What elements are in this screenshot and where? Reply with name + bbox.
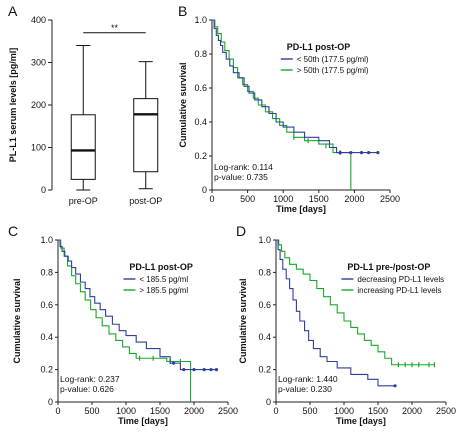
legend-label: < 50th (177.5 pg/ml) bbox=[297, 55, 369, 64]
y-tick-label: 0.2 bbox=[258, 365, 271, 375]
y-tick-label: 0 bbox=[48, 397, 53, 407]
x-tick-label: 500 bbox=[302, 406, 317, 416]
survival-curve-group-1 bbox=[276, 239, 395, 387]
x-tick-label: 2500 bbox=[218, 406, 238, 416]
box-iqr bbox=[133, 98, 159, 173]
x-tick-label: 2500 bbox=[436, 406, 456, 416]
legend-label: > 185.5 pg/ml bbox=[139, 286, 188, 295]
x-tick-label: 1500 bbox=[150, 406, 170, 416]
y-tick-label: 0.6 bbox=[258, 300, 271, 310]
x-tick-label: 0 bbox=[209, 194, 214, 204]
x-axis-title: Time [days] bbox=[118, 416, 168, 426]
x-tick-label: 500 bbox=[84, 406, 99, 416]
legend-title: PD-L1 post-OP bbox=[287, 42, 351, 52]
survival-curve-group-1 bbox=[212, 19, 378, 154]
survival-curve-group-2 bbox=[58, 239, 192, 402]
censor-mark bbox=[393, 384, 397, 388]
y-tick-label: 200 bbox=[31, 100, 46, 110]
censor-mark bbox=[367, 151, 371, 155]
panel-d: D 0 0.2 0.4 0.6 0.8 1.0 0 500 1000 1500 2000 2500 Tim… bbox=[236, 223, 456, 426]
y-tick-label: 1.0 bbox=[40, 235, 53, 245]
survival-curve-group-1 bbox=[58, 239, 217, 371]
y-tick-label: 0.6 bbox=[40, 300, 53, 310]
x-category-label: pre-OP bbox=[69, 196, 98, 206]
panel-c: C 0 0.2 0.4 0.6 0.8 1.0 0 500 1000 1500 2000 2500 Tim… bbox=[8, 223, 238, 426]
x-tick-label: 1000 bbox=[334, 406, 354, 416]
x-tick-label: 1000 bbox=[273, 194, 293, 204]
censor-mark bbox=[172, 361, 176, 365]
censor-mark bbox=[182, 368, 186, 372]
censor-mark bbox=[338, 151, 342, 155]
stat-text: Log-rank: 1.440 bbox=[278, 374, 338, 384]
survival-curve-group-2 bbox=[276, 239, 435, 366]
x-category-label: post-OP bbox=[129, 196, 162, 206]
x-tick-label: 1500 bbox=[309, 194, 329, 204]
x-tick-label: 1500 bbox=[368, 406, 388, 416]
panel-letter: C bbox=[8, 223, 18, 239]
y-tick-label: 1.0 bbox=[194, 15, 207, 25]
censor-mark bbox=[376, 151, 380, 155]
y-tick-label: 0 bbox=[41, 185, 46, 195]
stat-text: p-value: 0.626 bbox=[60, 384, 114, 394]
box-iqr bbox=[70, 114, 96, 180]
y-tick-label: 0.2 bbox=[194, 151, 207, 161]
panel-a: A 0 100 200 300 400 PL-L1 serum levels [pg/ml]… bbox=[8, 3, 162, 206]
y-tick-label: 0.8 bbox=[258, 267, 271, 277]
panel-b: B 0 0.2 0.4 0.6 0.8 1.0 0 500 1000 1500 2000 2500 Tim… bbox=[178, 3, 400, 214]
y-tick-label: 0.4 bbox=[40, 332, 53, 342]
y-tick-label: 400 bbox=[31, 15, 46, 25]
panel-letter: A bbox=[8, 3, 18, 19]
panel-letter: B bbox=[178, 3, 187, 19]
censor-mark bbox=[349, 151, 353, 155]
y-tick-label: 0.2 bbox=[40, 365, 53, 375]
y-tick-label: 1.0 bbox=[258, 235, 271, 245]
x-axis-title: Time [days] bbox=[336, 416, 386, 426]
censor-mark bbox=[202, 368, 206, 372]
x-tick-label: 2000 bbox=[184, 406, 204, 416]
y-tick-label: 0.4 bbox=[258, 332, 271, 342]
y-axis-title: PL-L1 serum levels [pg/ml] bbox=[8, 48, 18, 163]
legend-label: increasing PD-L1 levels bbox=[357, 286, 441, 295]
y-axis-title: Cumulative survival bbox=[178, 62, 188, 147]
x-tick-label: 0 bbox=[273, 406, 278, 416]
y-axis-title: Cumulative survival bbox=[12, 278, 22, 363]
y-tick-label: 0 bbox=[266, 397, 271, 407]
legend-title: PD-L1 post-OP bbox=[129, 262, 193, 272]
legend-label: > 50th (177.5 pg/ml) bbox=[297, 66, 369, 75]
panel-letter: D bbox=[236, 223, 246, 239]
censor-mark bbox=[214, 368, 219, 372]
y-tick-label: 100 bbox=[31, 143, 46, 153]
x-tick-label: 2000 bbox=[402, 406, 422, 416]
significance-label: ** bbox=[111, 23, 119, 33]
legend-title: PD-L1 pre-/post-OP bbox=[347, 262, 430, 272]
stat-text: p-value: 0.230 bbox=[278, 384, 332, 394]
y-tick-label: 0.6 bbox=[194, 83, 207, 93]
x-tick-label: 1000 bbox=[116, 406, 136, 416]
censor-mark bbox=[209, 368, 213, 372]
y-axis-title: Cumulative survival bbox=[238, 278, 248, 363]
x-tick-label: 2000 bbox=[344, 194, 364, 204]
legend-label: < 185.5 pg/ml bbox=[139, 275, 188, 284]
y-tick-label: 0.4 bbox=[194, 117, 207, 127]
x-tick-label: 500 bbox=[240, 194, 255, 204]
x-tick-label: 0 bbox=[55, 406, 60, 416]
y-tick-label: 300 bbox=[31, 58, 46, 68]
survival-curve-group-2 bbox=[212, 19, 352, 190]
censor-mark bbox=[359, 151, 364, 155]
y-tick-label: 0.8 bbox=[40, 267, 53, 277]
censor-mark bbox=[192, 368, 196, 372]
y-tick-label: 0.8 bbox=[194, 49, 207, 59]
y-tick-label: 0 bbox=[202, 185, 207, 195]
stat-text: Log-rank: 0.114 bbox=[214, 162, 273, 172]
stat-text: p-value: 0.735 bbox=[214, 172, 268, 182]
legend-label: decreasing PD-L1 levels bbox=[357, 275, 444, 284]
x-axis-title: Time [days] bbox=[276, 204, 326, 214]
stat-text: Log-rank: 0.237 bbox=[60, 374, 120, 384]
x-tick-label: 2500 bbox=[380, 194, 400, 204]
